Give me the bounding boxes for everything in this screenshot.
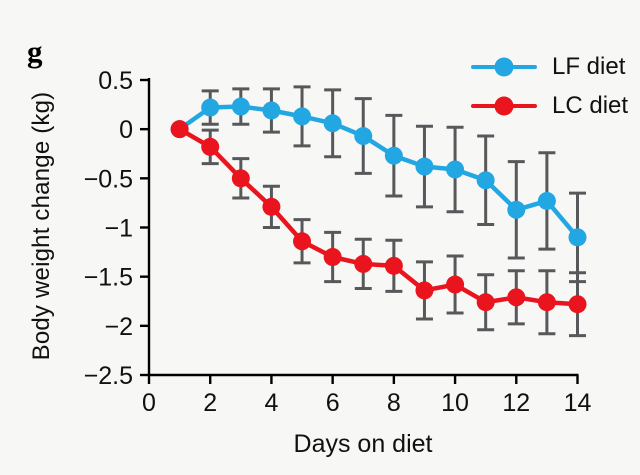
data-point-lc-diet [170, 120, 189, 139]
data-point-lc-diet [537, 293, 556, 312]
data-point-lc-diet [293, 232, 312, 251]
y-tick-label: −1 [104, 215, 133, 243]
data-point-lc-diet [201, 137, 220, 156]
data-point-lf-diet [231, 97, 250, 116]
x-tick-label: 2 [203, 389, 217, 417]
data-point-lc-diet [415, 281, 434, 300]
y-tick-label: 0.5 [98, 67, 133, 95]
y-tick-label: 0 [119, 116, 133, 144]
data-point-lf-diet [537, 191, 556, 210]
data-point-lc-diet [384, 256, 403, 275]
data-point-lc-diet [476, 293, 495, 312]
legend-label-lf: LF diet [552, 52, 626, 80]
data-point-lf-diet [568, 228, 587, 247]
x-tick-label: 6 [326, 389, 340, 417]
axes: 0.5 0 −0.5 −1 −1.5 −2 −2.5 0 2 4 6 8 10 12 14 [84, 67, 592, 417]
data-point-lf-diet [384, 146, 403, 165]
data-point-lf-diet [323, 114, 342, 133]
data-point-lf-diet [415, 157, 434, 176]
y-axis-title: Body weight change (kg) [28, 91, 55, 361]
data-point-lf-diet [293, 107, 312, 126]
y-tick-label: −0.5 [84, 165, 133, 193]
x-tick-label: 14 [564, 389, 592, 417]
x-tick-label: 0 [142, 389, 156, 417]
y-tick-label: −2.5 [84, 362, 133, 390]
x-axis-title: Days on diet [293, 430, 433, 458]
data-point-lc-diet [262, 197, 281, 216]
y-tick-label: −2 [104, 313, 133, 341]
y-tick-label: −1.5 [84, 264, 133, 292]
data-point-lc-diet [323, 248, 342, 266]
data-point-lc-diet [231, 169, 250, 188]
data-point-lf-diet [262, 101, 281, 120]
data-point-lf-diet [476, 171, 495, 190]
x-tick-label: 4 [264, 389, 278, 417]
lf-dot-marker-icon [494, 57, 514, 76]
data-point-lc-diet [507, 288, 526, 307]
legend: LF diet LC diet [471, 49, 628, 123]
series-lines-and-markers [170, 97, 587, 314]
data-point-lf-diet [507, 200, 526, 219]
data-point-lc-diet [446, 275, 465, 294]
data-point-lf-diet [201, 98, 220, 117]
data-point-lc-diet [568, 295, 587, 314]
x-tick-label: 10 [441, 389, 469, 417]
lc-dot-marker-icon [494, 96, 514, 115]
legend-item-lf-diet: LF diet [471, 49, 628, 84]
x-tick-label: 12 [502, 389, 530, 417]
panel-label: g [27, 34, 43, 69]
data-point-lf-diet [354, 127, 373, 146]
x-tick-label: 8 [387, 389, 401, 417]
data-point-lc-diet [354, 254, 373, 273]
lc-diet-swatch [471, 96, 537, 116]
lf-diet-swatch [471, 57, 537, 77]
data-point-lf-diet [446, 160, 465, 179]
legend-item-lc-diet: LC diet [471, 88, 628, 123]
legend-label-lc: LC diet [552, 91, 629, 119]
